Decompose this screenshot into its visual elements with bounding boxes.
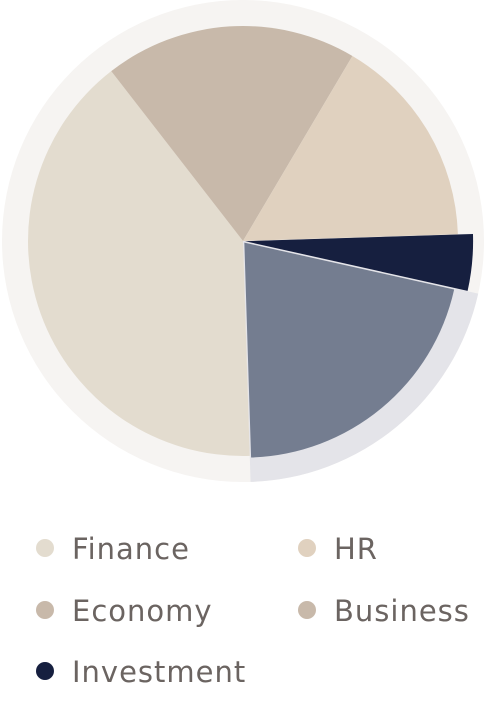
legend: Finance HR Economy Business Investment (36, 532, 470, 689)
pie-slice-economy[interactable] (28, 71, 250, 456)
legend-marker (36, 601, 54, 619)
legend-item-economy[interactable]: Economy (36, 594, 213, 628)
pie-slice-investment[interactable] (245, 234, 474, 291)
legend-marker (36, 662, 54, 680)
legend-item-investment[interactable]: Investment (36, 655, 246, 689)
legend-marker (298, 601, 316, 619)
legend-marker (298, 539, 316, 557)
legend-label: HR (334, 532, 378, 566)
legend-item-finance[interactable]: Finance (36, 532, 190, 566)
pie-slice-finance[interactable] (244, 242, 455, 458)
legend-label: Finance (72, 532, 190, 566)
legend-label: Investment (72, 655, 246, 689)
legend-item-hr[interactable]: HR (298, 532, 378, 566)
pie-slice-hr[interactable] (243, 55, 458, 241)
legend-marker (36, 539, 54, 557)
legend-item-business[interactable]: Business (298, 594, 470, 628)
pie-slice-business[interactable] (111, 26, 353, 242)
pie-slices (28, 26, 474, 458)
legend-label: Business (334, 594, 470, 628)
legend-label: Economy (72, 594, 213, 628)
